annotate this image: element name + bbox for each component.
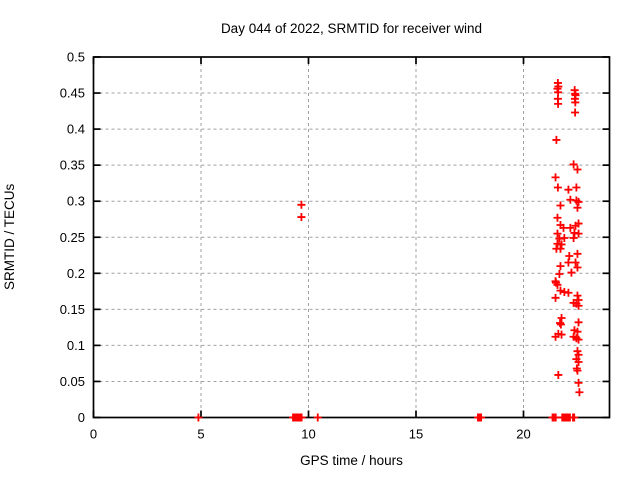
y-tick-label: 0.1 [67, 338, 85, 353]
data-point [313, 413, 322, 422]
y-tick-label: 0.35 [60, 158, 85, 173]
data-point [553, 229, 562, 238]
y-tick-label: 0.3 [67, 194, 85, 209]
data-point [554, 370, 563, 379]
x-tick-label: 0 [90, 427, 97, 442]
data-point [571, 98, 580, 107]
data-point [551, 293, 560, 302]
data-point [573, 249, 582, 258]
data-point [555, 270, 564, 279]
data-point [573, 291, 582, 300]
data-point [566, 223, 575, 232]
x-tick-label: 15 [409, 427, 423, 442]
data-point [556, 320, 565, 329]
data-point [569, 160, 578, 169]
data-point [573, 347, 582, 356]
data-point [573, 327, 582, 336]
data-point [554, 99, 563, 108]
data-point [557, 240, 566, 249]
data-point [551, 173, 560, 182]
data-point [297, 200, 306, 209]
data-point [574, 357, 583, 366]
data-point [574, 350, 583, 359]
y-tick-label: 0.45 [60, 86, 85, 101]
y-tick-label: 0.2 [67, 266, 85, 281]
data-point [570, 413, 579, 422]
data-point [574, 318, 583, 327]
data-point [575, 388, 584, 397]
y-tick-label: 0.05 [60, 374, 85, 389]
data-point [564, 185, 573, 194]
x-tick-label: 5 [197, 427, 204, 442]
data-point [551, 332, 560, 341]
chart-title: Day 044 of 2022, SRMTID for receiver win… [220, 21, 483, 36]
data-point [574, 335, 583, 344]
data-point [556, 262, 565, 271]
x-tick-label: 20 [516, 427, 530, 442]
y-tick-label: 0.25 [60, 230, 85, 245]
plot-border [92, 56, 611, 419]
data-point [574, 229, 583, 238]
data-point [552, 135, 561, 144]
data-point [573, 203, 582, 212]
y-tick-label: 0 [78, 410, 85, 425]
y-tick-label: 0.5 [67, 50, 85, 65]
x-axis-label: GPS time / hours [300, 453, 403, 468]
data-point [574, 197, 583, 206]
data-point [553, 213, 562, 222]
data-point [556, 286, 565, 295]
data-point [564, 258, 573, 267]
data-point [564, 288, 573, 297]
data-point [194, 413, 203, 422]
data-point [573, 366, 582, 375]
data-point [556, 244, 565, 253]
data-point [556, 201, 565, 210]
data-point [553, 280, 562, 289]
data-point [573, 165, 582, 174]
data-point [557, 330, 566, 339]
data-point [560, 233, 569, 242]
data-point [553, 183, 562, 192]
data-point [477, 413, 486, 422]
x-tick-label: 10 [301, 427, 315, 442]
y-tick-label: 0.15 [60, 302, 85, 317]
data-point [574, 301, 583, 310]
y-tick-label: 0.4 [67, 122, 85, 137]
data-point [572, 183, 581, 192]
data-point [571, 108, 580, 117]
data-point [297, 213, 306, 222]
data-point [569, 233, 578, 242]
data-point [559, 223, 568, 232]
data-point [571, 258, 580, 267]
data-point [297, 413, 306, 422]
data-point [573, 263, 582, 272]
data-point [567, 268, 576, 277]
data-point [574, 219, 583, 228]
data-point [574, 378, 583, 387]
